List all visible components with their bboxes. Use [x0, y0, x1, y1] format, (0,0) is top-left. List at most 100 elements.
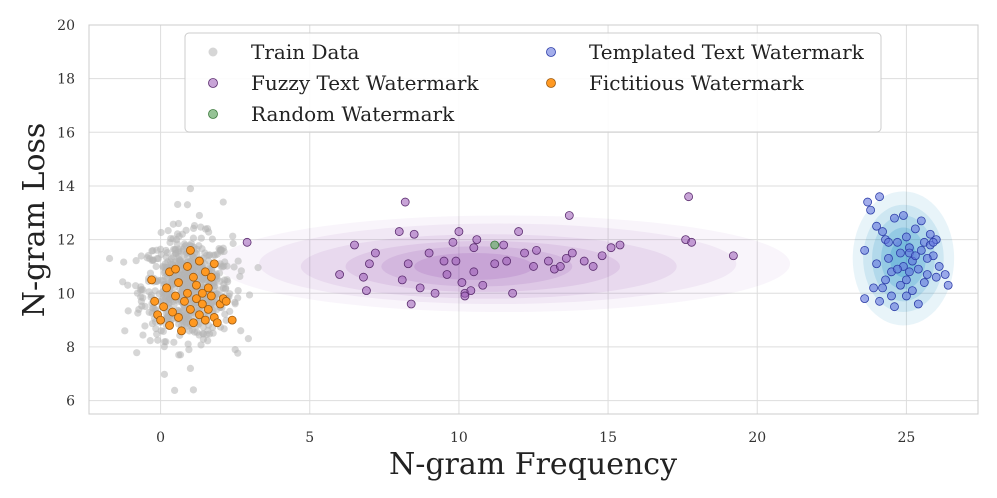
templated-watermark-point	[913, 264, 923, 274]
fuzzy-watermark-point	[359, 272, 368, 282]
templated-watermark-point	[875, 192, 884, 202]
train-data-point	[137, 293, 145, 301]
fictitious-watermark-point	[194, 310, 204, 320]
fuzzy-watermark-point	[406, 299, 416, 309]
fuzzy-watermark-point	[520, 248, 529, 258]
train-data-point	[141, 302, 149, 311]
fuzzy-watermark-point	[409, 229, 419, 239]
train-data-point	[146, 337, 154, 345]
train-data-point	[199, 330, 208, 338]
train-data-point	[185, 346, 193, 354]
y-tick-label: 6	[66, 394, 75, 410]
random-watermark-point	[490, 240, 500, 250]
train-data-point	[162, 246, 170, 255]
train-data-point	[120, 258, 128, 266]
fuzzy-watermark-point	[564, 211, 574, 220]
train-data-point	[219, 198, 227, 206]
train-data-point	[157, 228, 165, 237]
train-data-point	[204, 337, 212, 345]
fictitious-watermark-point	[191, 280, 201, 290]
train-data-point	[197, 234, 205, 242]
legend-marker	[546, 47, 556, 57]
y-tick-label: 10	[57, 286, 75, 302]
x-tick-label: 5	[305, 430, 314, 446]
templated-watermark-point	[863, 197, 873, 207]
fictitious-watermark-point	[221, 296, 231, 306]
fuzzy-watermark-point	[397, 275, 407, 285]
templated-watermark-point	[910, 224, 920, 234]
train-data-point	[222, 316, 230, 324]
train-data-point	[121, 327, 129, 335]
train-data-point	[193, 328, 201, 336]
templated-watermark-point	[869, 283, 878, 293]
train-data-point	[234, 294, 242, 302]
fictitious-watermark-point	[168, 307, 177, 317]
fuzzy-watermark-point	[335, 270, 344, 279]
fictitious-watermark-point	[174, 278, 183, 287]
train-data-point	[145, 308, 153, 316]
train-data-point	[132, 257, 140, 265]
legend-label: Train Data	[251, 40, 359, 64]
fictitious-watermark-point	[186, 304, 195, 314]
train-data-point	[134, 309, 142, 317]
templated-watermark-point	[875, 296, 884, 306]
fuzzy-watermark-point	[460, 291, 470, 301]
templated-watermark-point	[902, 275, 911, 285]
fuzzy-watermark-point	[350, 240, 359, 250]
fictitious-watermark-point	[177, 326, 186, 336]
templated-watermark-point	[860, 245, 870, 255]
fuzzy-watermark-point	[365, 259, 374, 269]
fictitious-watermark-point	[171, 264, 180, 274]
y-axis-label: N-gram Loss	[17, 123, 52, 318]
train-data-point	[160, 370, 169, 378]
templated-watermark-point	[893, 237, 902, 247]
train-data-point	[231, 346, 239, 354]
fictitious-watermark-point	[197, 288, 207, 298]
legend-marker	[546, 78, 556, 88]
templated-watermark-point	[878, 283, 887, 293]
train-data-point	[201, 249, 209, 257]
fictitious-watermark-point	[209, 259, 219, 269]
legend-label: Templated Text Watermark	[589, 40, 865, 64]
fuzzy-watermark-point	[529, 262, 538, 271]
train-data-point	[229, 239, 237, 248]
train-data-point	[171, 386, 179, 395]
templated-watermark-point	[890, 213, 899, 223]
templated-watermark-point	[887, 291, 896, 301]
train-data-point	[245, 291, 254, 299]
templated-watermark-point	[881, 275, 890, 285]
templated-watermark-point	[934, 262, 944, 271]
fuzzy-watermark-point	[606, 243, 616, 253]
train-data-point	[164, 226, 172, 235]
train-data-point	[170, 338, 178, 346]
templated-watermark-point	[913, 299, 923, 309]
x-axis-label: N-gram Frequency	[389, 447, 677, 482]
fuzzy-watermark-point	[400, 197, 410, 207]
fuzzy-watermark-point	[478, 280, 488, 290]
x-tick-label: 15	[599, 430, 617, 446]
templated-watermark-point	[896, 280, 905, 290]
templated-watermark-point	[902, 291, 911, 301]
fuzzy-watermark-point	[544, 256, 553, 266]
train-data-point	[162, 338, 170, 346]
train-data-point	[189, 386, 198, 394]
fuzzy-watermark-point	[466, 286, 476, 295]
fictitious-watermark-point	[227, 315, 237, 325]
fictitious-watermark-point	[183, 288, 192, 298]
y-axis-ticks: 6 8 10 12 14 16 18 20	[57, 18, 75, 410]
fuzzy-watermark-point	[684, 192, 694, 202]
train-data-point	[197, 223, 205, 231]
train-data-point	[226, 307, 234, 315]
y-tick-label: 20	[57, 18, 75, 34]
fuzzy-watermark-point	[472, 235, 482, 245]
fictitious-watermark-point	[147, 275, 157, 285]
train-data-point	[186, 185, 195, 193]
templated-watermark-point	[907, 286, 917, 295]
train-data-point	[231, 300, 239, 308]
fuzzy-watermark-point	[242, 237, 252, 247]
fictitious-watermark-point	[159, 302, 168, 312]
templated-watermark-point	[910, 251, 920, 261]
train-data-point	[173, 230, 182, 238]
fuzzy-watermark-point	[394, 227, 404, 236]
